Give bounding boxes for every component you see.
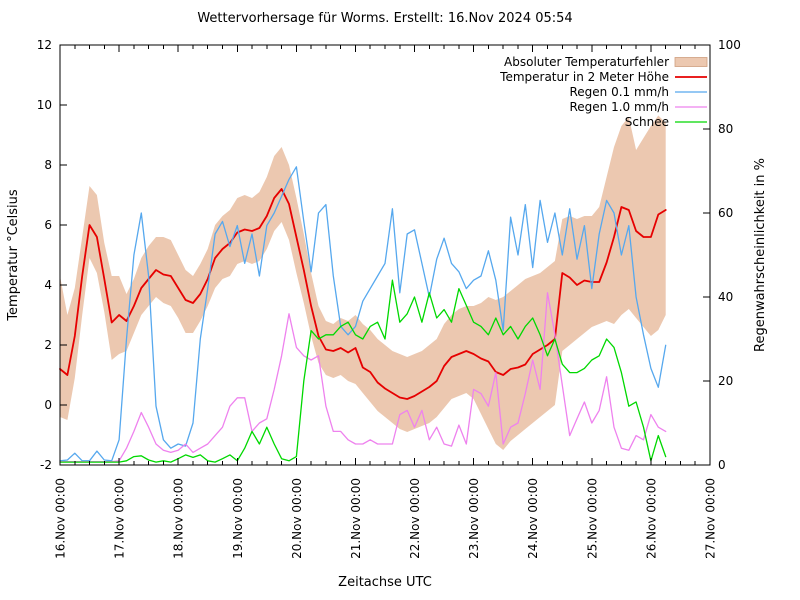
y-axis-label: Temperatur °Celsius	[6, 189, 21, 322]
y-tick-label: 12	[37, 38, 52, 52]
y-tick-label: -2	[40, 458, 52, 472]
y-tick-label: 6	[44, 218, 52, 232]
y2-tick-label: 80	[718, 122, 733, 136]
x-tick-label: 21.Nov 00:00	[349, 478, 363, 559]
chart-title: Wettervorhersage für Worms. Erstellt: 16…	[197, 11, 572, 26]
series-line-2	[59, 166, 667, 462]
y-tick-label: 10	[37, 98, 52, 112]
error-band	[60, 115, 666, 450]
y2-tick-label: 0	[718, 458, 726, 472]
x-tick-label: 22.Nov 00:00	[408, 478, 422, 559]
legend-label: Regen 0.1 mm/h	[569, 85, 669, 99]
x-axis-label: Zeitachse UTC	[338, 575, 432, 590]
y2-tick-label: 40	[718, 290, 733, 304]
legend-label: Regen 1.0 mm/h	[569, 100, 669, 114]
x-tick-label: 23.Nov 00:00	[467, 478, 481, 559]
legend-label: Absoluter Temperaturfehler	[504, 55, 669, 69]
x-tick-label: 27.Nov 00:00	[704, 478, 718, 559]
error-band-layer	[60, 115, 666, 450]
x-tick-label: 19.Nov 00:00	[231, 478, 245, 559]
axes-layer: 16.Nov 00:00 17.Nov 00:00 18.Nov 00:00 19.N…	[37, 38, 741, 559]
series-layer	[59, 166, 667, 463]
y2-axis-label: Regenwahrscheinlichkeit in %	[753, 158, 768, 352]
y-tick-label: 0	[44, 398, 52, 412]
y2-tick-label: 100	[718, 38, 741, 52]
series-line-3	[59, 292, 667, 463]
y2-tick-label: 20	[718, 374, 733, 388]
legend-label: Temperatur in 2 Meter Höhe	[499, 70, 669, 84]
legend-label: Schnee	[625, 115, 669, 129]
x-tick-label: 16.Nov 00:00	[54, 478, 68, 559]
y-tick-label: 2	[44, 338, 52, 352]
series-line-1	[59, 188, 667, 400]
series-line-4	[59, 279, 667, 463]
x-tick-label: 25.Nov 00:00	[585, 478, 599, 559]
y2-tick-label: 60	[718, 206, 733, 220]
x-tick-label: 20.Nov 00:00	[290, 478, 304, 559]
x-tick-label: 26.Nov 00:00	[644, 478, 658, 559]
x-tick-label: 24.Nov 00:00	[526, 478, 540, 559]
x-tick-label: 17.Nov 00:00	[113, 478, 127, 559]
legend-band-swatch	[674, 57, 708, 67]
y-tick-label: 4	[44, 278, 52, 292]
x-tick-label: 18.Nov 00:00	[172, 478, 186, 559]
y-tick-label: 8	[44, 158, 52, 172]
